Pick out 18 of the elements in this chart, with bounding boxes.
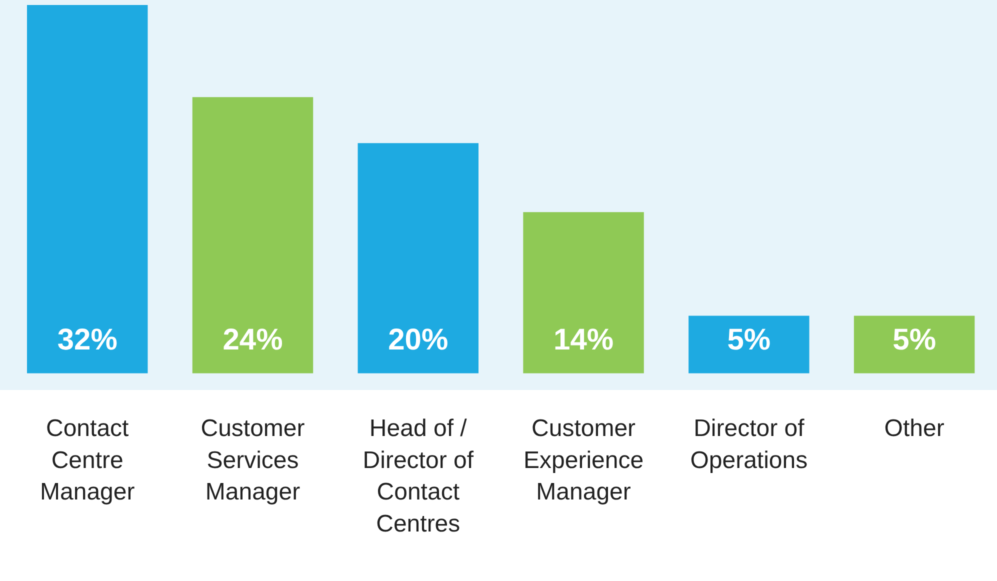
- bar: [523, 212, 644, 374]
- bar: [688, 316, 810, 374]
- data-label: 5%: [892, 324, 936, 357]
- x-tick-label: Customer Services Manager: [200, 414, 305, 506]
- bar: [358, 143, 479, 374]
- x-tick-label: Head of / Director of Contact Centres: [362, 414, 474, 538]
- bar: [192, 97, 314, 374]
- x-tick-label: Contact Centre Manager: [40, 414, 135, 506]
- x-tick-label: Director of Operations: [690, 414, 808, 474]
- x-tick-label: Other: [884, 414, 944, 442]
- data-label: 5%: [727, 324, 771, 357]
- bar: [26, 5, 148, 374]
- data-label: 14%: [554, 324, 614, 357]
- data-label: 24%: [222, 324, 283, 357]
- x-tick-label: Customer Experience Manager: [523, 414, 644, 506]
- bar: [854, 316, 975, 374]
- data-label: 32%: [57, 324, 118, 357]
- data-label: 20%: [388, 324, 448, 357]
